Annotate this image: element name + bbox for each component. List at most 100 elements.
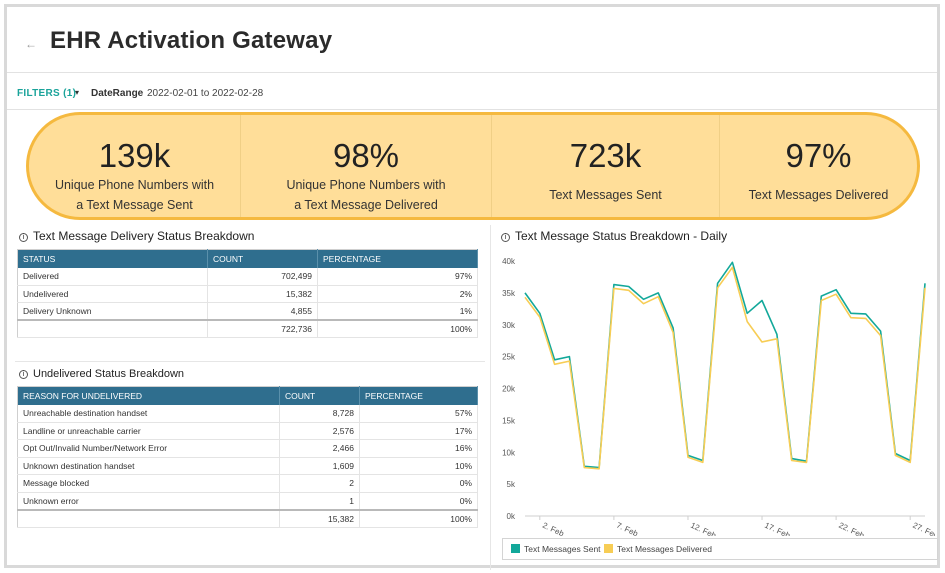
table-row: Opt Out/Invalid Number/Network Error 2,4… <box>17 439 478 458</box>
table-cell: 1 <box>279 492 360 510</box>
column-header[interactable]: PERCENTAGE <box>317 249 478 268</box>
y-tick-label: 20k <box>502 385 516 394</box>
table-cell: Undelivered <box>17 285 208 303</box>
y-tick-label: 40k <box>502 257 516 266</box>
filter-bar: FILTERS (1) ▾ DateRange 2022-02-01 to 20… <box>7 74 937 110</box>
kpi-label: a Text Message Sent <box>76 198 193 212</box>
arrow-left-icon[interactable]: ← <box>25 37 37 51</box>
daily-line-chart: 0k 5k 10k 15k 20k 25k 30k 35k 40k 2. Feb 7. Feb 12.… <box>502 257 935 536</box>
undelivered-table-title: i Undelivered Status Breakdown <box>19 368 184 380</box>
y-tick-label: 35k <box>502 289 516 298</box>
table-cell: 0% <box>359 474 478 493</box>
x-tick-label: 22. Feb <box>837 521 866 536</box>
table-cell: 1% <box>317 302 478 321</box>
table-cell: Unknown error <box>17 492 280 510</box>
legend-item-delivered[interactable]: Text Messages Delivered <box>604 544 712 554</box>
date-range-label: DateRange <box>91 88 144 99</box>
kpi-band: 139k Unique Phone Numbers with a Text Me… <box>26 112 920 220</box>
page-header: ← EHR Activation Gateway <box>7 7 937 73</box>
y-tick-label: 5k <box>507 480 516 489</box>
daily-chart-title: i Text Message Status Breakdown - Daily <box>501 229 727 243</box>
table-cell: 15,382 <box>207 285 318 303</box>
x-tick-label: 7. Feb <box>615 521 640 536</box>
page-title: EHR Activation Gateway <box>50 27 333 54</box>
chart-legend: Text Messages Sent Text Messages Deliver… <box>502 538 938 560</box>
column-header[interactable]: COUNT <box>207 249 318 268</box>
chevron-down-icon[interactable]: ▾ <box>75 88 80 97</box>
table-cell: 15,382 <box>279 508 360 528</box>
table-cell: 10% <box>359 457 478 475</box>
table-row: Message blocked 2 0% <box>17 474 478 493</box>
legend-swatch <box>511 544 520 553</box>
x-tick-label: 17. Feb <box>763 521 792 536</box>
table-total-row: 722,736 100% <box>17 319 478 338</box>
filters-toggle[interactable]: FILTERS (1) <box>17 88 77 99</box>
table-cell: 702,499 <box>207 267 318 286</box>
kpi-value: 98% <box>332 137 400 174</box>
panel-divider <box>15 361 485 362</box>
table-row: Unknown error 1 0% <box>17 492 478 510</box>
table-cell: 2 <box>279 474 360 493</box>
column-header[interactable]: STATUS <box>17 249 208 268</box>
kpi-label: Text Messages Sent <box>549 188 662 202</box>
kpi-unique-delivered: 98% Unique Phone Numbers with a Text Mes… <box>241 115 492 217</box>
panel-title-text: Undelivered Status Breakdown <box>33 368 185 380</box>
x-tick-label: 27. Feb <box>911 521 935 536</box>
table-total-row: 15,382 100% <box>17 508 478 528</box>
table-cell: 4,855 <box>207 302 318 321</box>
x-tick-label: 2. Feb <box>541 521 566 536</box>
info-icon[interactable]: i <box>501 233 510 242</box>
date-range-value[interactable]: 2022-02-01 to 2022-02-28 <box>147 88 264 99</box>
kpi-label: a Text Message Delivered <box>294 198 438 212</box>
table-cell: 0% <box>359 492 478 510</box>
dashboard-frame: ← EHR Activation Gateway FILTERS (1) ▾ D… <box>4 4 940 570</box>
table-cell: 722,736 <box>207 319 318 338</box>
y-tick-label: 10k <box>502 448 516 457</box>
kpi-messages-sent: 723k Text Messages Sent <box>492 115 720 217</box>
info-icon[interactable]: i <box>19 233 28 242</box>
table-row: Unknown destination handset 1,609 10% <box>17 457 478 475</box>
kpi-label: Unique Phone Numbers with <box>54 178 215 192</box>
y-tick-label: 15k <box>502 416 516 425</box>
series-line-delivered <box>524 266 926 470</box>
table-cell: Unknown destination handset <box>17 457 280 475</box>
kpi-value: 97% <box>785 137 852 174</box>
table-cell: 16% <box>359 439 478 458</box>
y-tick-label: 25k <box>502 353 516 362</box>
table-row: Delivery Unknown 4,855 1% <box>17 302 478 321</box>
legend-item-sent[interactable]: Text Messages Sent <box>511 544 601 554</box>
x-tick-label: 12. Feb <box>689 521 718 536</box>
table-cell: 100% <box>359 508 478 528</box>
kpi-value: 139k <box>98 137 171 174</box>
legend-label: Text Messages Delivered <box>617 544 712 554</box>
table-cell: Delivery Unknown <box>17 302 208 321</box>
y-tick-label: 0k <box>507 512 516 521</box>
table-row: Delivered 702,499 97% <box>17 267 478 286</box>
table-cell: Delivered <box>17 267 208 286</box>
table-cell: Unreachable destination handset <box>17 404 280 423</box>
kpi-messages-delivered: 97% Text Messages Delivered <box>720 115 917 217</box>
undelivered-status-table: REASON FOR UNDELIVERED COUNT PERCENTAGE … <box>17 386 478 528</box>
column-header[interactable]: PERCENTAGE <box>359 386 478 405</box>
delivery-table-title: i Text Message Delivery Status Breakdown <box>19 229 254 243</box>
table-cell: 2,576 <box>279 422 360 440</box>
legend-swatch <box>604 544 613 553</box>
table-cell <box>17 508 280 528</box>
kpi-label: Text Messages Delivered <box>748 188 889 202</box>
column-header[interactable]: REASON FOR UNDELIVERED <box>17 386 280 405</box>
info-icon[interactable]: i <box>19 370 28 379</box>
table-row: Undelivered 15,382 2% <box>17 285 478 303</box>
column-header[interactable]: COUNT <box>279 386 360 405</box>
table-cell: 100% <box>317 319 478 338</box>
panel-title-text: Text Message Delivery Status Breakdown <box>33 229 255 243</box>
panel-divider <box>490 225 491 570</box>
table-cell: 2,466 <box>279 439 360 458</box>
table-cell: 17% <box>359 422 478 440</box>
table-cell: Message blocked <box>17 474 280 493</box>
table-cell: Opt Out/Invalid Number/Network Error <box>17 439 280 458</box>
table-header-row: STATUS COUNT PERCENTAGE <box>17 249 478 268</box>
legend-label: Text Messages Sent <box>524 544 601 554</box>
kpi-unique-sent: 139k Unique Phone Numbers with a Text Me… <box>29 115 241 217</box>
table-cell: 97% <box>317 267 478 286</box>
y-tick-label: 30k <box>502 321 516 330</box>
